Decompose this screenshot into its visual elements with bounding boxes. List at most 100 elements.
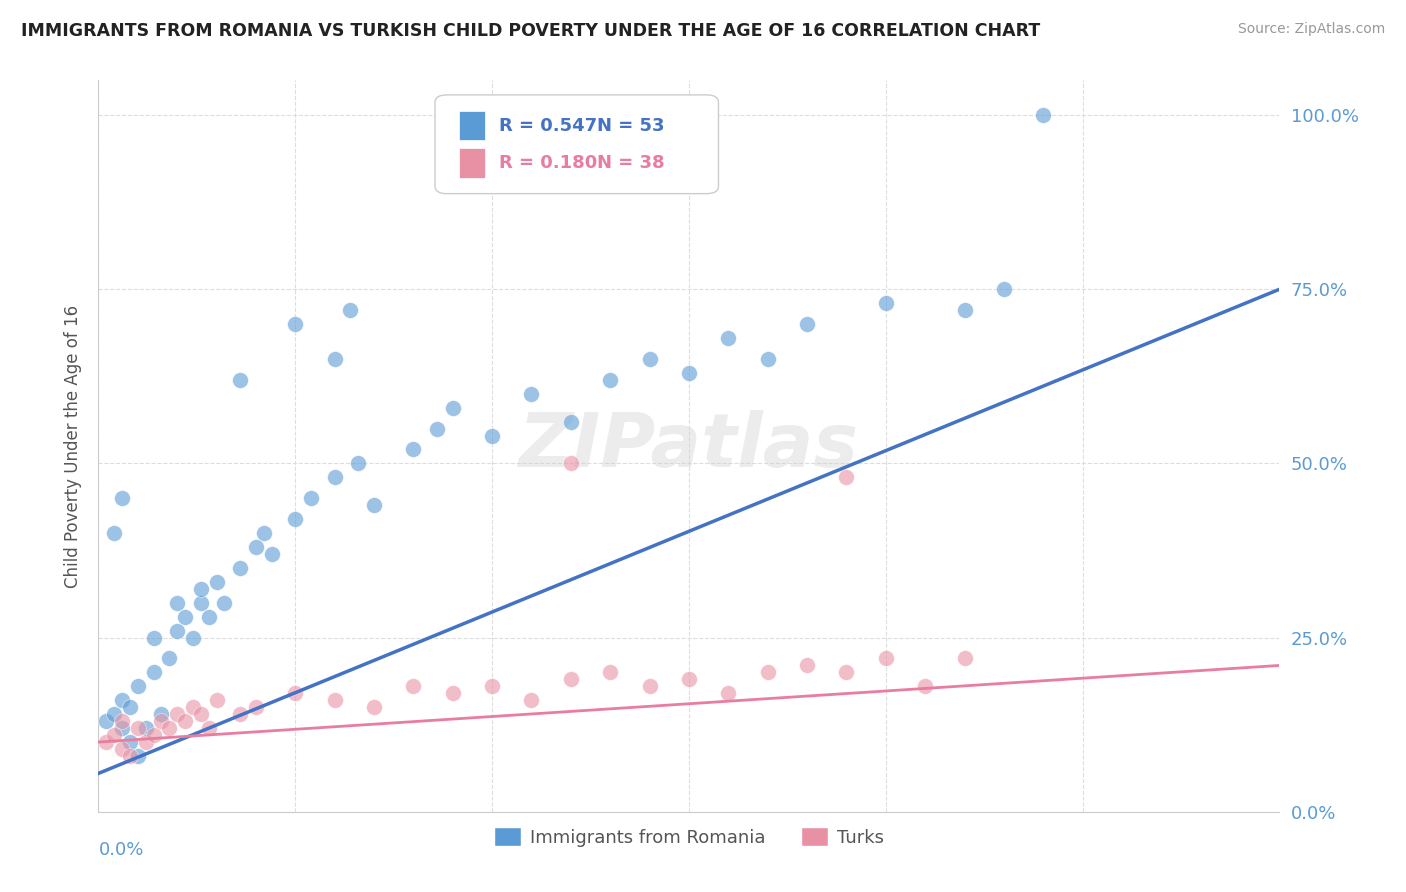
Point (135, 735, 157, 749)
Point (347, 457, 370, 471)
Point (323, 351, 346, 366)
FancyBboxPatch shape (458, 111, 485, 140)
Point (96, 714, 118, 728)
Text: R = 0.180: R = 0.180 (499, 154, 598, 172)
Point (481, 679, 503, 693)
Point (363, 700, 385, 714)
Point (181, 631, 204, 645)
FancyBboxPatch shape (458, 148, 485, 178)
Point (181, 700, 204, 714)
Point (118, 735, 141, 749)
Point (103, 526, 125, 541)
Point (118, 749, 141, 764)
Point (135, 721, 157, 735)
Point (284, 686, 307, 700)
Point (953, 303, 976, 318)
Point (166, 707, 188, 722)
Point (299, 491, 322, 506)
Point (796, 317, 818, 331)
Point (111, 742, 134, 756)
Point (245, 540, 267, 554)
Point (229, 373, 252, 387)
Point (678, 366, 700, 380)
Point (426, 421, 449, 435)
Point (166, 624, 188, 638)
Text: IMMIGRANTS FROM ROMANIA VS TURKISH CHILD POVERTY UNDER THE AGE OF 16 CORRELATION: IMMIGRANTS FROM ROMANIA VS TURKISH CHILD… (21, 22, 1040, 40)
Point (441, 686, 464, 700)
Point (441, 401, 464, 415)
Point (599, 373, 621, 387)
Point (150, 714, 173, 728)
Point (402, 679, 425, 693)
Point (914, 679, 936, 693)
Point (253, 526, 276, 541)
Point (796, 658, 818, 673)
Point (157, 651, 180, 665)
Text: ZIPatlas: ZIPatlas (519, 409, 859, 483)
Point (142, 728, 165, 742)
Point (756, 351, 779, 366)
Point (229, 707, 252, 722)
Point (284, 512, 307, 526)
Point (520, 693, 543, 707)
Point (993, 282, 1015, 296)
Point (835, 665, 858, 680)
Point (157, 721, 180, 735)
Point (638, 679, 661, 693)
Text: N = 53: N = 53 (596, 117, 664, 135)
Point (560, 415, 582, 429)
Point (111, 693, 134, 707)
Point (678, 673, 700, 687)
Point (599, 665, 621, 680)
Point (205, 693, 228, 707)
Point (190, 707, 212, 722)
Point (127, 679, 149, 693)
Text: Source: ZipAtlas.com: Source: ZipAtlas.com (1237, 22, 1385, 37)
Point (560, 457, 582, 471)
Point (717, 331, 740, 345)
Point (339, 303, 361, 318)
Point (481, 428, 503, 442)
Point (953, 651, 976, 665)
Point (205, 574, 228, 589)
Point (197, 721, 219, 735)
Legend: Immigrants from Romania, Turks: Immigrants from Romania, Turks (486, 820, 891, 854)
Point (638, 351, 661, 366)
Point (875, 651, 897, 665)
Point (103, 728, 125, 742)
Point (174, 714, 197, 728)
Text: R = 0.547: R = 0.547 (499, 117, 598, 135)
Point (111, 491, 134, 506)
Point (520, 386, 543, 401)
Text: N = 38: N = 38 (596, 154, 665, 172)
Y-axis label: Child Poverty Under the Age of 16: Child Poverty Under the Age of 16 (63, 304, 82, 588)
Point (166, 596, 188, 610)
Point (284, 317, 307, 331)
Point (197, 609, 219, 624)
Point (323, 470, 346, 484)
Point (717, 686, 740, 700)
Point (190, 582, 212, 596)
Point (111, 714, 134, 728)
Point (560, 673, 582, 687)
Point (323, 693, 346, 707)
FancyBboxPatch shape (434, 95, 718, 194)
Point (150, 707, 173, 722)
Point (245, 700, 267, 714)
Point (103, 707, 125, 722)
Point (363, 498, 385, 512)
Point (118, 700, 141, 714)
Point (835, 470, 858, 484)
Point (260, 547, 283, 561)
Point (1032, 108, 1054, 122)
Point (127, 749, 149, 764)
Point (402, 442, 425, 457)
Point (190, 596, 212, 610)
Point (174, 609, 197, 624)
Point (142, 631, 165, 645)
Point (756, 665, 779, 680)
Point (111, 721, 134, 735)
Point (214, 596, 236, 610)
Text: 0.0%: 0.0% (98, 841, 143, 859)
Point (229, 561, 252, 575)
